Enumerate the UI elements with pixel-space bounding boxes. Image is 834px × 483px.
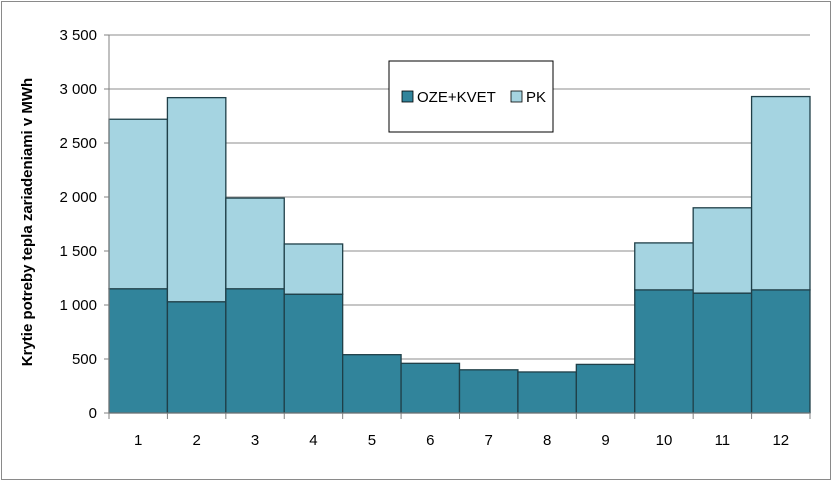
y-tick-label: 3 500 xyxy=(59,27,97,44)
bar-oze-kvet-3 xyxy=(225,288,285,414)
bar-pk-1 xyxy=(108,118,169,290)
x-tick-label: 7 xyxy=(485,432,493,449)
bar-oze-kvet-5 xyxy=(342,354,402,414)
y-tick-label: 3 000 xyxy=(59,81,97,98)
bar-oze-kvet-7 xyxy=(458,369,519,414)
legend: OZE+KVET PK xyxy=(388,60,554,133)
bar-pk-10 xyxy=(634,242,694,291)
legend-label-oze-kvet: OZE+KVET xyxy=(417,89,496,106)
x-tick-label: 5 xyxy=(368,432,376,449)
bar-oze-kvet-8 xyxy=(517,371,577,414)
x-tick-label: 9 xyxy=(601,432,609,449)
x-tick-label: 11 xyxy=(715,432,731,449)
bar-oze-kvet-1 xyxy=(108,288,169,414)
y-tick-label: 1 500 xyxy=(59,243,97,260)
legend-box xyxy=(388,60,554,133)
y-tick-label: 2 500 xyxy=(59,135,97,152)
y-tick-label: 0 xyxy=(89,405,97,422)
x-tick-label: 10 xyxy=(656,432,673,449)
y-tick-label: 2 000 xyxy=(59,189,97,206)
bar-oze-kvet-12 xyxy=(750,289,811,414)
x-tick-label: 12 xyxy=(772,432,789,449)
x-tick-label: 8 xyxy=(543,432,551,449)
y-axis-title: Krytie potreby tepla zariadeniami v MWh xyxy=(19,78,36,366)
bars-layer xyxy=(108,95,811,414)
bar-oze-kvet-6 xyxy=(400,362,461,414)
bar-oze-kvet-4 xyxy=(283,293,344,414)
x-tick-label: 2 xyxy=(192,432,200,449)
bar-pk-12 xyxy=(750,95,811,291)
bar-pk-11 xyxy=(692,207,753,294)
bar-pk-3 xyxy=(225,197,285,290)
bar-oze-kvet-11 xyxy=(692,292,753,414)
legend-swatch-oze-kvet xyxy=(401,90,414,103)
x-tick-label: 4 xyxy=(309,432,317,449)
bar-pk-2 xyxy=(166,96,227,303)
legend-label-pk: PK xyxy=(526,89,546,106)
x-tick-label: 3 xyxy=(251,432,259,449)
bar-oze-kvet-9 xyxy=(575,363,636,414)
bar-oze-kvet-10 xyxy=(634,289,694,414)
legend-swatch-pk xyxy=(510,90,523,103)
y-tick-label: 1 000 xyxy=(59,297,97,314)
x-tick-label: 1 xyxy=(134,432,142,449)
x-tick-label: 6 xyxy=(426,432,434,449)
y-tick-label: 500 xyxy=(72,351,97,368)
bar-pk-4 xyxy=(283,243,344,295)
bar-oze-kvet-2 xyxy=(166,301,227,414)
